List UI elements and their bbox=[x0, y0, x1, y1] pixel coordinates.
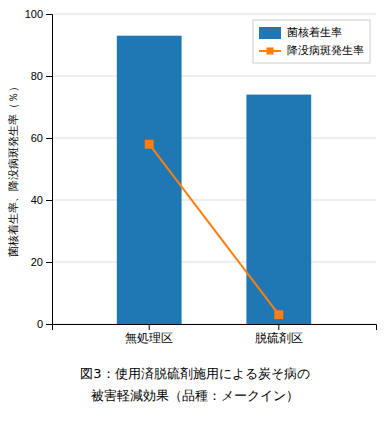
y-axis-title: 菌核着生率、降没病斑発生率（％） bbox=[7, 81, 20, 257]
tick-mark bbox=[278, 324, 279, 330]
plot: 0 20 40 60 80 100 無処理区 脱硫剤区 菌核着生率降没病斑発生率 bbox=[25, 8, 377, 345]
tick: 0 bbox=[37, 318, 52, 330]
caption: 図3：使用済脱硫剤施用による炭そ病の bbox=[80, 366, 309, 381]
tick-label: 80 bbox=[31, 70, 43, 82]
tick-mark bbox=[46, 138, 52, 139]
tick-mark bbox=[46, 200, 52, 201]
marks bbox=[117, 36, 311, 324]
legend-item: 降没病斑発生率 bbox=[259, 44, 364, 57]
tick-label: 40 bbox=[31, 194, 43, 206]
legend-item: 菌核着生率 bbox=[259, 26, 342, 39]
bar bbox=[117, 36, 182, 324]
tick: 40 bbox=[31, 194, 52, 206]
tick: 無処理区 bbox=[125, 324, 173, 345]
tick-mark bbox=[46, 14, 52, 15]
marker bbox=[145, 140, 154, 149]
line bbox=[149, 144, 279, 315]
tick-mark bbox=[46, 324, 52, 325]
grid-line bbox=[52, 200, 376, 201]
tick-mark bbox=[46, 262, 52, 263]
x-axis: 無処理区 脱硫剤区 bbox=[53, 324, 377, 345]
legend-label: 降没病斑発生率 bbox=[287, 44, 364, 57]
tick: 80 bbox=[31, 70, 52, 82]
chart: 0 20 40 60 80 100 無処理区 脱硫剤区 菌核着生率降没病斑発生率菌核着生率、降没… bbox=[0, 0, 390, 424]
tick-label: 60 bbox=[31, 132, 43, 144]
legend-label: 菌核着生率 bbox=[287, 26, 342, 39]
bar bbox=[246, 95, 311, 324]
tick-label: 20 bbox=[31, 256, 43, 268]
legend-marker bbox=[266, 47, 273, 54]
tick: 脱硫剤区 bbox=[255, 324, 303, 345]
tick: 60 bbox=[31, 132, 52, 144]
caption: 被害軽減効果（品種：メークイン） bbox=[91, 388, 299, 403]
tick: 20 bbox=[31, 256, 52, 268]
y-axis: 0 20 40 60 80 100 bbox=[25, 8, 53, 330]
legend-frame bbox=[253, 20, 370, 63]
tick-mark bbox=[149, 324, 150, 330]
tick-label: 脱硫剤区 bbox=[255, 331, 303, 345]
grid-line bbox=[52, 14, 376, 15]
grid-line bbox=[52, 262, 376, 263]
grid bbox=[52, 14, 376, 324]
grid-line bbox=[52, 76, 376, 77]
tick-mark bbox=[46, 76, 52, 77]
tick: 100 bbox=[25, 8, 52, 20]
grid-line bbox=[52, 138, 376, 139]
legend-swatch bbox=[259, 27, 281, 39]
tick-label: 無処理区 bbox=[125, 331, 173, 345]
marker bbox=[274, 310, 283, 319]
legend: 菌核着生率降没病斑発生率 bbox=[253, 20, 370, 63]
tick-label: 100 bbox=[25, 8, 43, 20]
axis-line bbox=[46, 15, 53, 325]
tick-label: 0 bbox=[37, 318, 43, 330]
axis-line bbox=[53, 325, 377, 331]
